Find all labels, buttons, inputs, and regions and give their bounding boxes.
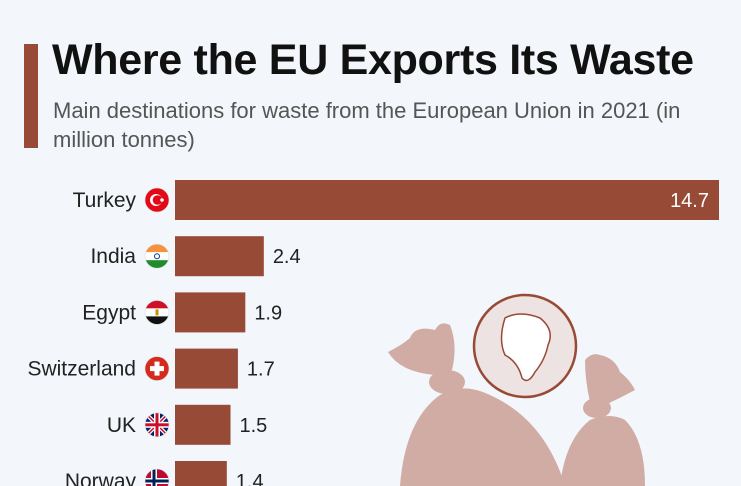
value-label: 1.5 [240, 415, 268, 437]
bar-row-switzerland: Switzerland 1.7 [27, 348, 275, 389]
india-flag-icon [144, 243, 170, 269]
bar-row-egypt: Egypt 1.9 [82, 292, 282, 333]
bar-uk [175, 404, 231, 445]
bar-norway [175, 461, 227, 486]
bar-turkey [175, 180, 719, 220]
category-label: Norway [65, 470, 137, 486]
bar-egypt [175, 292, 246, 333]
egypt-flag-icon [144, 300, 170, 325]
norway-flag-icon [144, 468, 170, 486]
bar-row-norway: Norway 1.4 [65, 461, 264, 486]
bar-india [175, 236, 264, 277]
value-label: 1.7 [247, 359, 275, 381]
category-label: Egypt [82, 301, 136, 324]
turkey-flag-icon [144, 187, 170, 213]
title-accent-bar [24, 44, 38, 148]
value-label: 2.4 [273, 246, 301, 268]
value-label: 14.7 [670, 190, 709, 212]
switzerland-flag-icon [144, 356, 170, 381]
chart-subtitle: Main destinations for waste from the Eur… [53, 98, 681, 152]
bar-switzerland [175, 348, 238, 389]
uk-flag-icon [144, 412, 170, 438]
chart-title: Where the EU Exports Its Waste [52, 36, 694, 84]
category-label: India [90, 245, 136, 268]
value-label: 1.9 [254, 302, 282, 324]
bar-row-turkey: Turkey 14.7 [73, 180, 719, 220]
category-label: Turkey [73, 189, 137, 212]
waste-bags-globe-illustration [388, 293, 645, 486]
bar-row-uk: UK 1.5 [107, 404, 268, 445]
bar-row-india: India 2.4 [90, 236, 301, 277]
value-label: 1.4 [236, 471, 264, 486]
category-label: Switzerland [27, 358, 136, 381]
category-label: UK [107, 414, 136, 437]
